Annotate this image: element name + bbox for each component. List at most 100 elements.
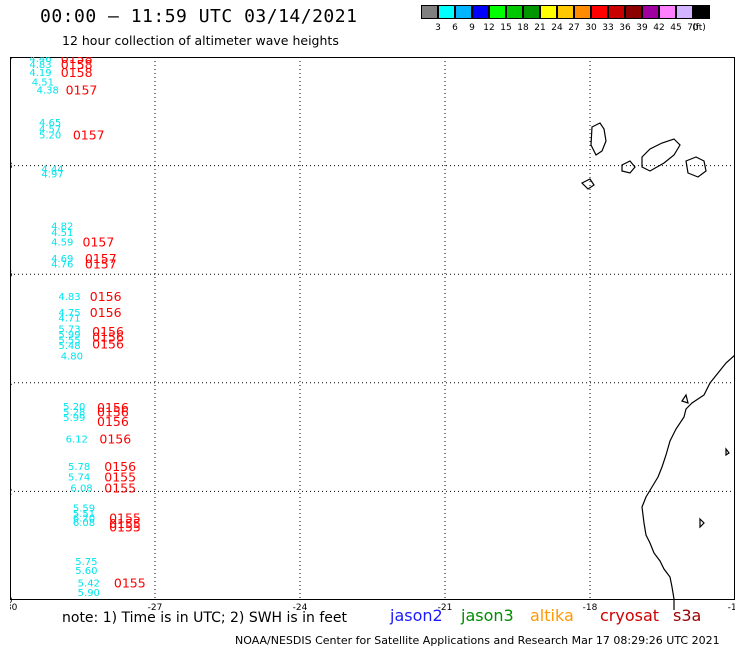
legend-swatch <box>608 5 625 19</box>
swh-label: 6.08 <box>73 518 95 529</box>
lat-tick-label: 20 <box>10 596 13 606</box>
page-title: 00:00 – 11:59 UTC 03/14/2021 <box>40 6 358 27</box>
time-label: 0158 <box>61 57 93 66</box>
swh-label: 5.74 <box>68 473 90 484</box>
wave-height-labels: 4.464.834.194.514.384.654.575.204.444.97… <box>29 57 100 599</box>
legend-swatch <box>574 5 591 19</box>
lon-tick-label: -27 <box>148 603 163 610</box>
legend-swatch <box>625 5 642 19</box>
swh-label: 4.51 <box>51 228 73 239</box>
swh-label: 5.51 <box>73 509 95 520</box>
legend-tick-label: 15 <box>500 23 512 33</box>
legend-tick-label: 33 <box>602 23 614 33</box>
time-labels: 0158015801580157015701570157015701560156… <box>61 57 146 591</box>
legend-tick-label: 42 <box>653 23 665 33</box>
time-label: 0158 <box>61 65 93 80</box>
legend-tick-label: 12 <box>483 23 495 33</box>
legend-tick-label: 6 <box>452 23 458 33</box>
time-label: 0157 <box>85 251 117 266</box>
legend-tick-label: 9 <box>469 23 475 33</box>
grid-lines <box>10 57 735 600</box>
lon-tick-label: -15 <box>728 603 735 610</box>
time-label: 0155 <box>114 576 146 591</box>
lat-tick-label: 22 <box>10 487 12 497</box>
african-coastline <box>641 354 735 610</box>
lat-tick-label: 24 <box>10 379 13 389</box>
swh-label: 5.42 <box>78 579 100 590</box>
legend-swatch <box>642 5 659 19</box>
time-label: 0156 <box>97 400 129 415</box>
time-label: 0157 <box>66 83 98 98</box>
time-label: 0156 <box>92 324 124 339</box>
legend-swatch <box>591 5 608 19</box>
lon-tick-label: -21 <box>438 603 453 610</box>
time-label: 0156 <box>97 405 129 420</box>
legend-tick-label: 36 <box>619 23 631 33</box>
swh-label: 5.60 <box>75 566 97 577</box>
legend-swatch <box>506 5 523 19</box>
lat-tick-label: 28 <box>10 162 13 172</box>
longitude-tick-labels: -30 -27 -24 -21 -18 -15 <box>10 603 735 610</box>
time-label: 0155 <box>109 510 141 525</box>
legend-tick-label: 39 <box>636 23 648 33</box>
swh-label: 4.44 <box>41 164 63 175</box>
latitude-tick-labels: 30 28 26 24 22 20 <box>10 57 13 606</box>
swh-label: 4.46 <box>29 57 51 65</box>
page-subtitle: 12 hour collection of altimeter wave hei… <box>62 33 339 48</box>
legend-swatch <box>540 5 557 19</box>
swh-label: 5.20 <box>63 402 85 413</box>
satellite-jason3: jason3 <box>461 606 514 625</box>
swh-label: 5.99 <box>63 413 85 424</box>
legend-swatch <box>523 5 540 19</box>
island-la-gomera <box>621 160 636 174</box>
legend-tick-label: 18 <box>517 23 529 33</box>
swh-label: 4.83 <box>29 60 51 71</box>
swh-label: 5.55 <box>58 335 80 346</box>
legend-tick-label: 27 <box>568 23 580 33</box>
legend-swatch <box>438 5 455 19</box>
legend-unit-label: (ft) <box>692 23 706 33</box>
swh-label: 4.71 <box>58 314 80 325</box>
legend-swatch <box>676 5 693 19</box>
swh-label: 5.73 <box>58 325 80 336</box>
swh-label: 4.51 <box>32 77 54 88</box>
legend-swatch <box>557 5 574 19</box>
swh-label: 4.65 <box>39 118 61 129</box>
coast-spot <box>725 447 730 457</box>
legend-tick-label: 30 <box>585 23 597 33</box>
legend-swatch <box>659 5 676 19</box>
island-arguin <box>699 517 705 529</box>
time-label: 0156 <box>92 337 124 352</box>
time-label: 0158 <box>61 57 93 72</box>
time-label: 0156 <box>97 414 129 429</box>
legend-swatch <box>489 5 506 19</box>
island-el-hierro <box>580 178 595 190</box>
swh-label: 4.76 <box>51 259 73 270</box>
swh-label: 6.12 <box>66 435 88 446</box>
satellite-altika: altika <box>530 606 574 625</box>
lon-tick-label: -18 <box>583 603 598 610</box>
legend-swatch <box>455 5 472 19</box>
map-frame <box>10 57 735 600</box>
map-plot: 302826242220 -30-27-24-21-18-15 4.464.83… <box>10 57 735 610</box>
credit-line: NOAA/NESDIS Center for Satellite Applica… <box>235 634 720 647</box>
swh-label: 6.08 <box>70 484 92 495</box>
time-label: 0156 <box>99 432 131 447</box>
legend-tick-label: 45 <box>670 23 682 33</box>
island-gran-canaria <box>685 156 707 178</box>
island-tenerife <box>641 138 681 172</box>
swh-label: 4.83 <box>58 292 80 303</box>
swh-label: 4.57 <box>39 125 61 136</box>
swh-label: 5.48 <box>58 341 80 352</box>
time-label: 0155 <box>104 470 136 485</box>
legend-tick-label: 70 <box>687 23 699 33</box>
satellite-jason2: jason2 <box>390 606 443 625</box>
time-label: 0155 <box>109 520 141 535</box>
swh-label: 4.82 <box>51 221 73 232</box>
time-label: 0155 <box>104 481 136 496</box>
satellite-cryosat: cryosat <box>600 606 660 625</box>
lat-tick-label: 26 <box>10 270 13 280</box>
coast-detail <box>681 393 689 404</box>
legend-swatch <box>693 5 710 19</box>
legend-swatch <box>421 5 438 19</box>
